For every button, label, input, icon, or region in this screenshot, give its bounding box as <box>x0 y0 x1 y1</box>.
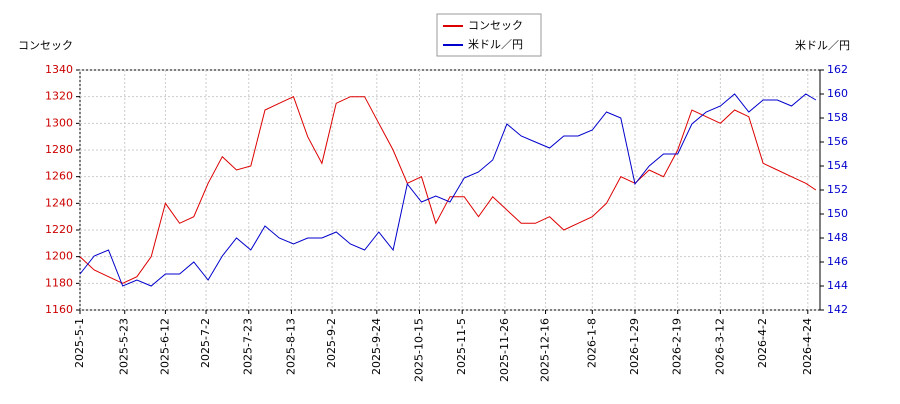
x-tick-label: 2026-4-2 <box>756 318 769 368</box>
y-tick-label: 1280 <box>45 143 73 156</box>
legend-box <box>436 13 542 57</box>
x-tick-label: 2025-9-24 <box>370 318 383 375</box>
y-tick-label: 1260 <box>45 170 73 183</box>
x-tick-label: 2026-3-12 <box>713 318 726 375</box>
y2-tick-label: 158 <box>827 111 848 124</box>
y2-tick-label: 162 <box>827 63 848 76</box>
x-tick-label: 2025-10-15 <box>413 318 426 382</box>
y-tick-label: 1160 <box>45 303 73 316</box>
y2-tick-label: 142 <box>827 303 848 316</box>
y2-tick-label: 146 <box>827 255 848 268</box>
y-tick-label: 1240 <box>45 196 73 209</box>
x-tick-label: 2025-9-2 <box>325 318 338 368</box>
y2-tick-label: 154 <box>827 159 848 172</box>
y2-tick-label: 150 <box>827 207 848 220</box>
y2-tick-label: 148 <box>827 231 848 244</box>
y2-tick-label: 156 <box>827 135 848 148</box>
y2-tick-label: 160 <box>827 87 848 100</box>
x-tick-label: 2026-2-19 <box>671 318 684 375</box>
y-tick-label: 1320 <box>45 90 73 103</box>
y2-tick-label: 144 <box>827 279 848 292</box>
x-tick-label: 2025-6-12 <box>158 318 171 375</box>
x-tick-label: 2025-7-23 <box>242 318 255 375</box>
legend-label: コンセック <box>468 19 523 32</box>
x-tick-label: 2025-5-23 <box>118 318 131 375</box>
plot-frame <box>79 69 821 311</box>
x-tick-label: 2026-1-29 <box>628 318 641 375</box>
series-line <box>79 96 817 284</box>
y-tick-label: 1180 <box>45 276 73 289</box>
x-tick-label: 2025-12-16 <box>539 318 552 382</box>
x-tick-label: 2025-7-2 <box>199 318 212 368</box>
y-tick-label: 1220 <box>45 223 73 236</box>
x-tick-label: 2026-1-8 <box>585 318 598 368</box>
y-tick-label: 1340 <box>45 63 73 76</box>
x-tick-label: 2025-5-1 <box>73 318 86 368</box>
legend-label: 米ドル／円 <box>468 38 523 51</box>
x-tick-label: 2025-8-13 <box>284 318 297 375</box>
y2-tick-label: 152 <box>827 183 848 196</box>
x-tick-label: 2026-4-24 <box>801 318 814 375</box>
x-tick-label: 2025-11-26 <box>498 318 511 382</box>
series-line <box>79 93 817 287</box>
y2-axis-title: 米ドル／円 <box>795 39 850 52</box>
x-tick-label: 2025-11-5 <box>455 318 468 375</box>
y-tick-label: 1200 <box>45 250 73 263</box>
y-tick-label: 1300 <box>45 116 73 129</box>
y-axis-title: コンセック <box>18 39 73 52</box>
